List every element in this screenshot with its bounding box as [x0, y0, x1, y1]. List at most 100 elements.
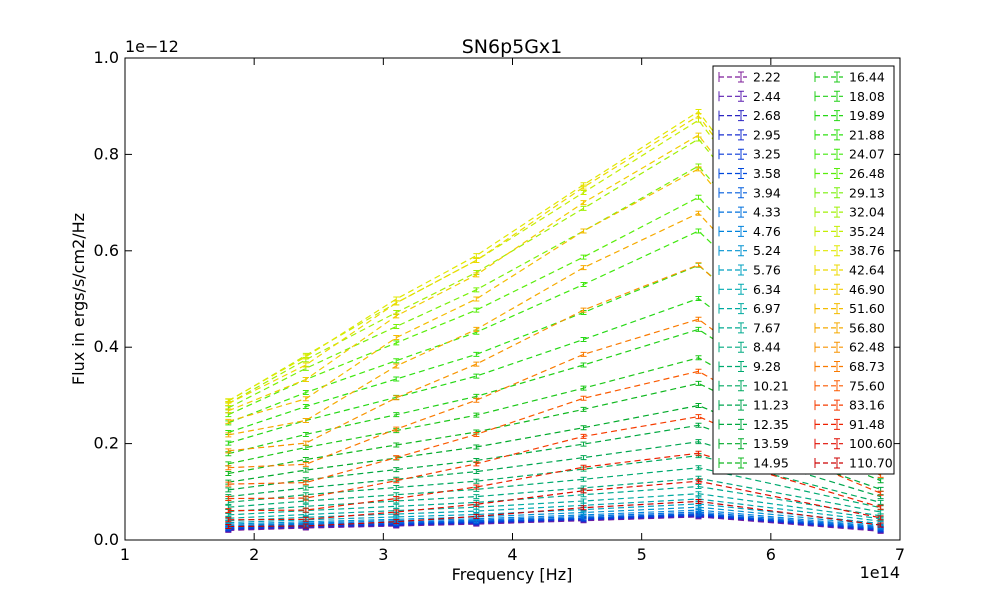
- error-bar: [580, 282, 587, 288]
- error-bar: [695, 439, 702, 445]
- error-bar: [695, 491, 702, 497]
- error-bar: [695, 483, 702, 489]
- legend-label: 91.48: [849, 417, 885, 432]
- legend-label: 24.07: [849, 147, 885, 162]
- legend-label: 38.76: [849, 243, 885, 258]
- legend-errorbar: [738, 206, 744, 218]
- legend-errorbar: [834, 187, 840, 199]
- error-bar: [473, 431, 480, 437]
- error-bar: [225, 465, 232, 471]
- legend-errorbar: [834, 168, 840, 179]
- error-bar: [225, 496, 232, 502]
- error-bar: [580, 254, 587, 260]
- error-bar: [225, 508, 232, 514]
- series-line: [228, 477, 881, 513]
- legend-item: 10.21: [718, 378, 789, 393]
- error-bar: [473, 351, 480, 357]
- legend-label: 26.48: [849, 166, 885, 181]
- legend-label: 13.59: [753, 436, 789, 451]
- legend-label: 7.67: [753, 320, 781, 335]
- legend-errorbar: [834, 380, 840, 392]
- legend-item: 42.64: [814, 263, 885, 278]
- legend-label: 6.97: [753, 301, 781, 316]
- legend-item: 75.60: [814, 378, 885, 393]
- error-bar: [695, 498, 702, 504]
- series-line: [228, 485, 881, 517]
- error-bar: [393, 340, 400, 346]
- error-bar: [393, 484, 400, 490]
- series-83.16: [225, 414, 884, 502]
- legend-item: 35.24: [814, 224, 885, 239]
- legend-item: 110.70: [814, 456, 893, 471]
- legend-item: 2.22: [718, 70, 781, 85]
- legend-item: 2.68: [718, 108, 781, 123]
- error-bar: [695, 194, 702, 200]
- error-bar: [302, 495, 309, 501]
- error-bar: [695, 296, 702, 302]
- legend-errorbar: [738, 187, 744, 199]
- error-bar: [580, 205, 587, 211]
- error-bar: [695, 210, 702, 216]
- error-bar: [473, 513, 480, 519]
- legend-label: 14.95: [753, 456, 789, 471]
- error-bar: [393, 363, 400, 369]
- legend-item: 46.90: [814, 282, 885, 297]
- error-bar: [580, 505, 587, 511]
- error-bar: [473, 373, 480, 379]
- legend-label: 10.21: [753, 378, 789, 393]
- error-bar: [877, 499, 884, 505]
- error-bar: [302, 440, 309, 446]
- legend-errorbar: [834, 399, 840, 411]
- error-bar: [302, 362, 309, 368]
- error-bar: [877, 490, 884, 496]
- legend-item: 21.88: [814, 127, 885, 142]
- error-bar: [225, 408, 232, 414]
- legend-item: 14.95: [718, 456, 789, 471]
- legend-item: 38.76: [814, 243, 885, 258]
- error-bar: [473, 478, 480, 484]
- error-bar: [225, 487, 232, 493]
- chart-title: SN6p5Gx1: [462, 36, 563, 58]
- y-axis-scale-label: 1e−12: [125, 37, 179, 56]
- legend-label: 3.25: [753, 147, 781, 162]
- legend-item: 9.28: [718, 359, 781, 374]
- error-bar: [473, 501, 480, 507]
- error-bar: [580, 189, 587, 195]
- legend-item: 5.76: [718, 263, 781, 278]
- legend-errorbar: [834, 225, 840, 237]
- legend: 2.22 2.44 2.68 2.95 3.25 3.58 3.94 4.33 4.76 5.24…: [712, 65, 895, 475]
- error-bar: [580, 433, 587, 439]
- series-8.44: [225, 475, 884, 515]
- x-tick-label: 6: [766, 545, 776, 564]
- y-tick-label: 1.0: [94, 48, 119, 67]
- legend-errorbar: [834, 457, 840, 469]
- error-bar: [393, 323, 400, 329]
- x-tick-label: 7: [895, 545, 905, 564]
- legend-label: 32.04: [849, 205, 885, 220]
- x-tick-label: 1: [120, 545, 130, 564]
- error-bar: [302, 390, 309, 396]
- legend-errorbar: [738, 148, 744, 160]
- error-bar: [393, 503, 400, 509]
- series-line: [228, 480, 881, 521]
- error-bar: [225, 517, 232, 523]
- error-bar: [695, 132, 702, 138]
- legend-label: 2.68: [753, 108, 781, 123]
- error-bar: [473, 444, 480, 450]
- error-bar: [473, 253, 480, 259]
- error-bar: [580, 362, 587, 368]
- series-75.60: [225, 368, 884, 487]
- legend-errorbar: [738, 245, 744, 257]
- legend-errorbar: [834, 71, 840, 83]
- legend-item: 2.95: [718, 127, 781, 142]
- x-axis-scale-label: 1e14: [860, 563, 900, 582]
- legend-errorbar: [834, 322, 840, 334]
- legend-item: 91.48: [814, 417, 885, 432]
- error-bar: [580, 464, 587, 470]
- legend-item: 16.44: [814, 70, 885, 85]
- legend-errorbar: [738, 457, 744, 469]
- series-7.67: [225, 483, 884, 519]
- error-bar: [225, 401, 232, 407]
- error-bar: [877, 478, 884, 484]
- legend-item: 62.48: [814, 340, 885, 355]
